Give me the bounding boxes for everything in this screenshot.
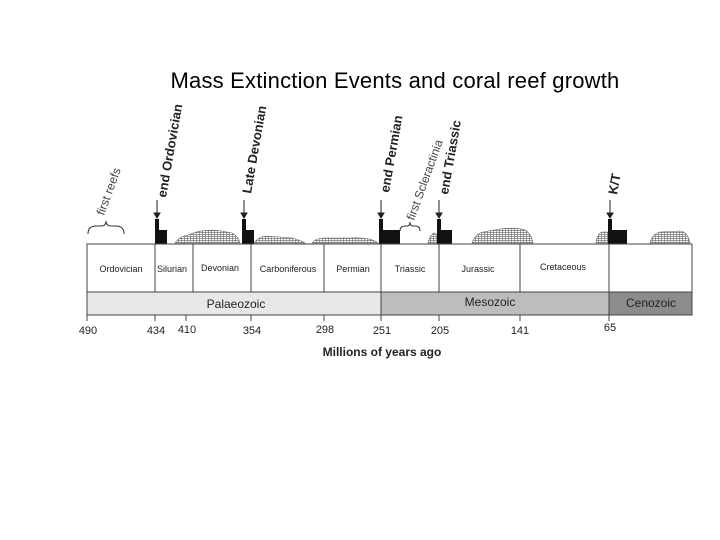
extinction-bar-end-triassic <box>437 219 441 244</box>
annotation-first-reefs: first reefs <box>94 166 124 217</box>
event-arrows <box>153 200 614 219</box>
axis-ticks <box>86 315 610 321</box>
axis-label: Millions of years ago <box>323 345 442 359</box>
tick-label: 251 <box>373 325 391 337</box>
extinction-bars <box>155 219 627 244</box>
extinction-bar-end-ordovician <box>155 219 159 244</box>
tick-label: 298 <box>316 324 334 336</box>
tick-label: 410 <box>178 324 196 336</box>
period-triassic: Triassic <box>395 264 426 274</box>
first-scleractinia-brace <box>399 221 421 232</box>
tick-labels: 490 434 410 354 298 251 205 141 65 <box>79 322 616 337</box>
period-jurassic: Jurassic <box>461 264 495 274</box>
event-label-kt: K/T <box>605 172 623 195</box>
tick-label: 354 <box>243 325 261 337</box>
period-permian: Permian <box>336 264 370 274</box>
period-devonian: Devonian <box>201 263 239 273</box>
tick-label: 141 <box>511 325 529 337</box>
era-cenozoic: Cenozoic <box>626 296 676 310</box>
extinction-bar-end-permian <box>379 219 383 244</box>
tick-label: 65 <box>604 322 616 334</box>
era-palaeozoic: Palaeozoic <box>207 297 266 311</box>
extinction-bar-late-devonian <box>242 219 246 244</box>
tick-label: 490 <box>79 325 97 337</box>
period-silurian: Silurian <box>157 264 187 274</box>
event-label-late-devonian: Late Devonian <box>239 104 269 194</box>
tick-label: 205 <box>431 325 449 337</box>
era-mesozoic: Mesozoic <box>465 295 516 309</box>
era-row: Palaeozoic Mesozoic Cenozoic <box>86 291 693 316</box>
era-cenozoic-block <box>608 291 693 316</box>
period-carboniferous: Carboniferous <box>260 264 317 274</box>
page-title: Mass Extinction Events and coral reef gr… <box>170 68 620 93</box>
period-row: Ordovician Silurian Devonian Carbonifero… <box>86 243 693 293</box>
tick-label: 434 <box>147 325 165 337</box>
event-label-end-ordovician: end Ordovician <box>154 103 185 199</box>
extinction-bar-kt <box>608 219 612 244</box>
period-cretaceous: Cretaceous <box>540 262 587 272</box>
period-ordovician: Ordovician <box>99 264 142 274</box>
first-reefs-brace <box>87 220 125 235</box>
event-label-end-permian: end Permian <box>377 114 405 194</box>
